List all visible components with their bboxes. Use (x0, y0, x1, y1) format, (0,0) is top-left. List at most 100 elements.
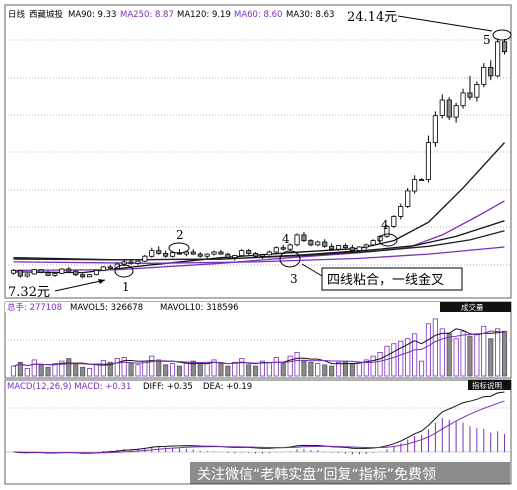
volume-bar (259, 360, 265, 377)
volume-bar (467, 335, 473, 377)
volume-bar (121, 356, 127, 377)
volume-bar (66, 358, 72, 377)
volume-bar (17, 361, 23, 377)
candle (439, 94, 445, 119)
volume-bar (225, 365, 231, 377)
volume-bar (211, 359, 217, 377)
volume-bar (176, 365, 183, 377)
candle-up (59, 268, 65, 274)
candle-down (107, 266, 113, 269)
candle (287, 243, 293, 251)
volume-bar (252, 365, 259, 377)
candle-up (335, 245, 342, 250)
candle-down (322, 241, 328, 247)
volume-bar (218, 363, 224, 377)
volume-bar (190, 360, 196, 377)
candle-down (280, 247, 286, 250)
candle-up (239, 250, 245, 257)
circle-5 (492, 29, 512, 41)
candle-up (100, 266, 106, 271)
candle-up (370, 240, 376, 246)
volume-bar (128, 363, 134, 377)
candle (204, 253, 210, 260)
candle-up (377, 235, 383, 242)
volume-bar (405, 338, 411, 377)
volume-ma-mavol10 (13, 330, 505, 367)
circle-1 (114, 264, 134, 278)
candle-up (121, 261, 127, 265)
candle (31, 269, 37, 275)
volume-bar (45, 366, 51, 377)
candle (218, 249, 224, 255)
volume-bar (38, 364, 44, 377)
candle-up (31, 269, 37, 275)
candle (211, 250, 217, 256)
candle-up (93, 269, 100, 276)
candle-up (356, 246, 362, 251)
candle (107, 264, 113, 270)
candle (474, 81, 480, 102)
candle (45, 271, 51, 277)
candle-up (391, 216, 397, 227)
volume-header-bg (5, 302, 511, 312)
candle (266, 250, 272, 256)
candle (252, 251, 259, 258)
candle (100, 266, 106, 272)
candle (349, 244, 355, 252)
candle (377, 234, 383, 243)
candle-down (246, 250, 252, 254)
marker-3: 3 (290, 272, 298, 286)
candle (294, 233, 300, 247)
candle (24, 273, 30, 278)
diff-label: DIFF: +0.35 (143, 382, 193, 392)
macd-panel (4, 379, 512, 485)
candle (495, 38, 501, 78)
volume-bar (501, 330, 508, 377)
candle (259, 254, 265, 260)
volume-tab[interactable] (440, 302, 511, 312)
candle (501, 38, 508, 55)
candle (481, 63, 487, 88)
candle (232, 254, 238, 261)
candle-down (190, 251, 196, 255)
circle-4 (378, 233, 398, 247)
candlesticks (10, 38, 508, 279)
high-arrow-line (397, 15, 493, 32)
candle-up (412, 179, 418, 192)
candle-down (446, 99, 452, 118)
candle (432, 111, 438, 147)
volume-bar (377, 351, 383, 377)
ma-legend-ma30: MA30: 8.63 (286, 10, 334, 20)
volume-bar (412, 333, 418, 377)
candle-down (66, 268, 72, 272)
volume-bar (474, 333, 480, 377)
volume-total: 总手: 277108 (7, 302, 62, 313)
callout-arrow (301, 263, 323, 277)
candle-up (87, 274, 93, 278)
macd-tab[interactable] (468, 380, 511, 390)
volume-bar (315, 363, 321, 377)
candle-up (149, 250, 155, 257)
candle (93, 269, 100, 276)
volume-bar (59, 360, 65, 377)
volume-bar (107, 361, 113, 377)
candle-up (398, 206, 404, 217)
candle (225, 252, 231, 260)
candle-up (24, 273, 30, 277)
candle-down (308, 240, 314, 246)
volume-ma5: MAVOL5: 326678 (70, 303, 143, 313)
low-arrow-head (98, 279, 105, 284)
volume-bar (183, 361, 189, 377)
ma-legend: MA90: 9.33 MA250: 8.87 MA120: 9.19 MA60: 8.… (68, 10, 334, 20)
candle-up (432, 115, 438, 144)
candle (280, 244, 286, 251)
volume-bar (460, 330, 466, 377)
candle-up (294, 234, 300, 246)
volume-bar (398, 340, 404, 377)
ma-line-ma120 (13, 230, 505, 261)
volume-bar (308, 361, 314, 377)
candle-up (384, 225, 390, 237)
volume-bar (356, 361, 362, 377)
candle-up (259, 254, 265, 257)
callout-text: 四线粘合，一线金叉 (327, 272, 444, 288)
